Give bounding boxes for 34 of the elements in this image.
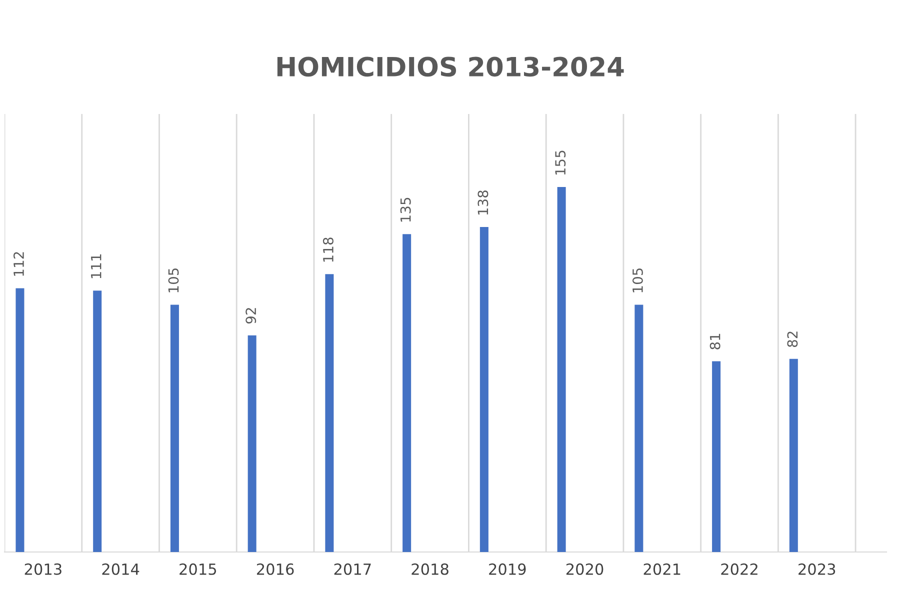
x-tick-label: 2013 <box>24 563 62 575</box>
bar <box>93 290 102 552</box>
data-label: 81 <box>710 334 720 350</box>
chart-title: HOMICIDIOS 2013-2024 <box>277 56 624 77</box>
x-tick-label: 2020 <box>566 563 604 575</box>
bar <box>16 288 24 552</box>
bar <box>325 274 334 552</box>
x-tick-label: 2021 <box>644 563 680 575</box>
x-tick-label: 2015 <box>180 563 216 575</box>
bar <box>170 304 179 552</box>
data-label: 92 <box>246 308 256 324</box>
data-label: 155 <box>555 150 566 175</box>
data-label: 111 <box>91 254 102 278</box>
bar <box>634 304 644 552</box>
bar <box>712 361 721 552</box>
bar <box>248 335 256 552</box>
bar <box>402 234 412 552</box>
x-tick-label: 2017 <box>334 563 371 575</box>
data-label: 82 <box>787 332 798 348</box>
data-label: 105 <box>632 268 643 292</box>
data-label: 112 <box>14 252 24 276</box>
data-label: 135 <box>400 198 411 222</box>
bar <box>557 187 566 552</box>
x-tick-label: 2019 <box>489 563 526 575</box>
x-tick-label: 2023 <box>798 563 836 575</box>
x-tick-label: 2018 <box>412 563 448 575</box>
data-label: 138 <box>478 190 488 215</box>
x-tick-label: 2016 <box>256 563 294 575</box>
data-label: 105 <box>168 268 179 292</box>
bar <box>480 227 488 552</box>
bar <box>789 358 798 552</box>
x-tick-label: 2022 <box>721 563 758 575</box>
data-label: 118 <box>322 238 334 262</box>
x-tick-label: 2014 <box>102 563 140 575</box>
